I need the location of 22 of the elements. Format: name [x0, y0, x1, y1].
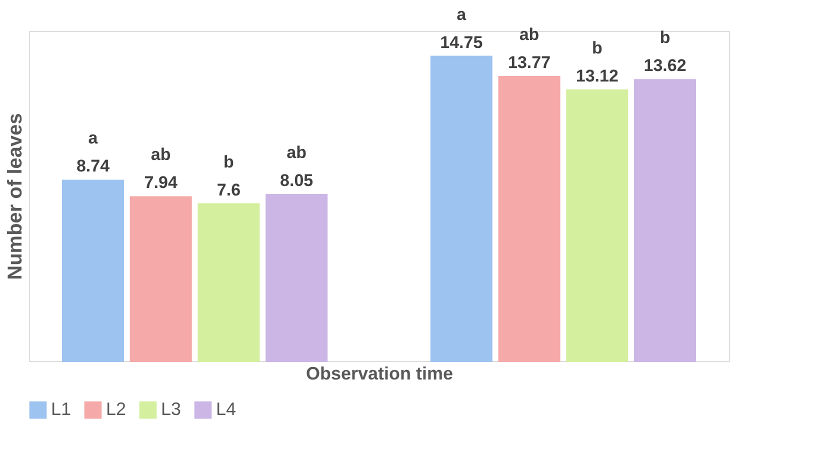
- y-axis-title: Number of leaves: [4, 113, 26, 280]
- bar: [62, 180, 124, 362]
- data-label: ab 7.94: [144, 145, 178, 192]
- legend-label: L1: [51, 399, 72, 420]
- data-label: ab 13.77: [508, 24, 551, 72]
- x-axis-title: Observation time: [306, 364, 454, 384]
- bar: [198, 203, 260, 362]
- bar: [566, 89, 628, 362]
- legend-label: L2: [106, 399, 126, 420]
- bar: [634, 79, 696, 362]
- bar: [498, 76, 560, 362]
- data-label: b 13.12: [576, 38, 618, 86]
- bar: [130, 196, 192, 362]
- data-label: a 8.74: [76, 128, 110, 176]
- bar: [430, 56, 492, 362]
- legend-label: L4: [216, 399, 236, 420]
- data-label: b 13.62: [644, 28, 686, 76]
- legend-label: L3: [161, 399, 182, 420]
- data-label: b 7.6: [216, 152, 241, 200]
- data-label: a 14.75: [440, 4, 483, 52]
- bar: [266, 194, 328, 362]
- data-label: ab 8.05: [280, 142, 314, 190]
